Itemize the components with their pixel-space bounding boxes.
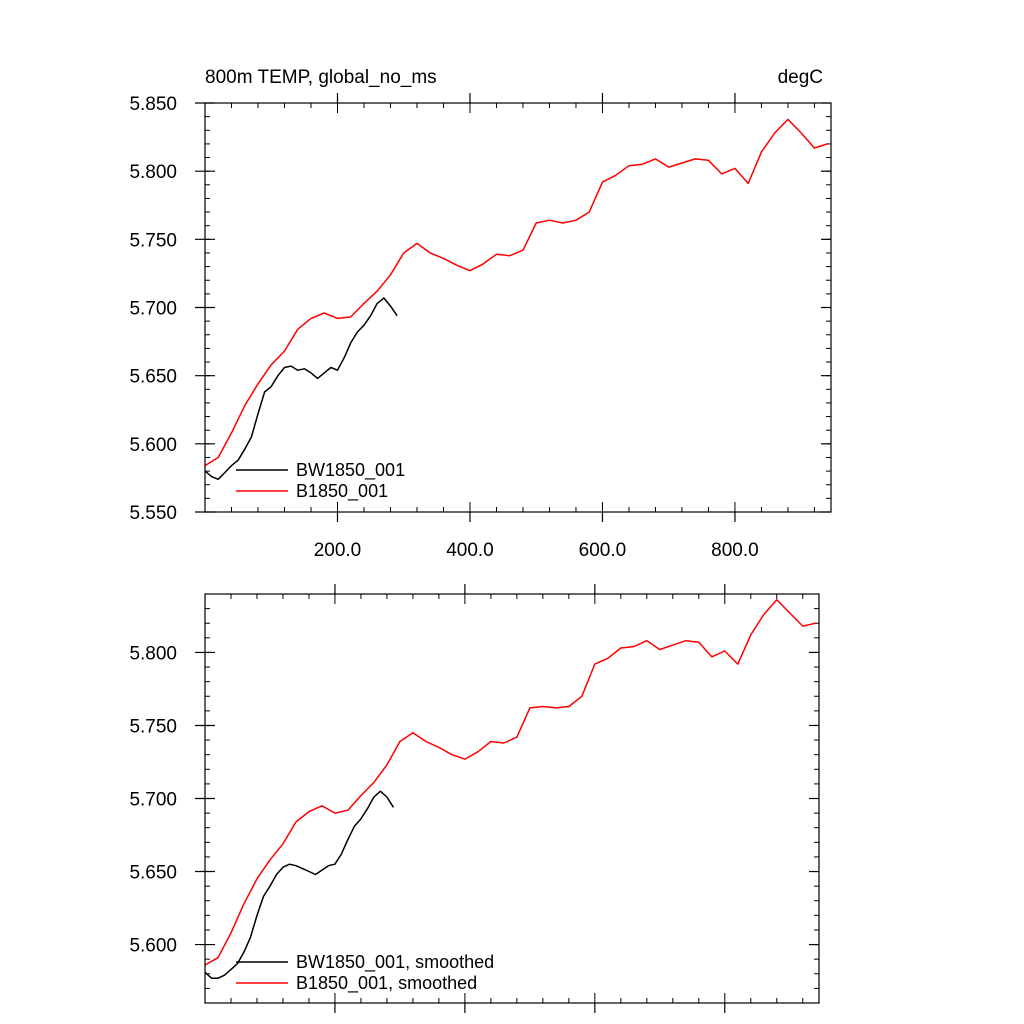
x-tick-label: 400.0	[446, 540, 494, 561]
legend-label-b-smoothed: B1850_001, smoothed	[296, 973, 477, 994]
y-tick-label: 5.800	[129, 643, 177, 664]
top-panel-frame	[204, 102, 832, 513]
y-tick-label: 5.650	[129, 863, 177, 884]
y-tick-label: 5.850	[129, 94, 177, 115]
y-tick-label: 5.650	[129, 367, 177, 388]
series-line-b1850	[204, 118, 828, 467]
series-line-b1850	[204, 599, 816, 966]
bottom-panel-frame	[204, 593, 820, 1004]
x-tick-label: 800.0	[711, 540, 759, 561]
y-tick-label: 5.700	[129, 790, 177, 811]
x-tick-label: 200.0	[314, 540, 362, 561]
y-tick-label: 5.700	[129, 299, 177, 320]
bottom-panel: 5.600 5.650 5.700 5.750 5.800 BW1850_001, sm…	[129, 584, 820, 1013]
top-panel-lines	[204, 118, 828, 481]
y-tick-label: 5.750	[129, 230, 177, 251]
legend-label-bw-smoothed: BW1850_001, smoothed	[296, 952, 494, 973]
bottom-panel-ticks: 5.600 5.650 5.700 5.750 5.800	[129, 584, 819, 1013]
top-panel-units: degC	[778, 67, 823, 88]
bottom-panel-legend: BW1850_001, smoothed B1850_001, smoothed	[236, 952, 494, 994]
top-panel-ticks: 5.550 5.600 5.650 5.700 5.750 5.800 5.850 200.0…	[129, 93, 831, 561]
legend-label-b: B1850_001	[296, 481, 388, 502]
y-tick-label: 5.550	[129, 503, 177, 524]
series-line-bw1850	[204, 297, 398, 481]
x-tick-label: 600.0	[579, 540, 627, 561]
y-tick-label: 5.800	[129, 162, 177, 183]
y-tick-label: 5.600	[129, 936, 177, 957]
top-panel-legend: BW1850_001 B1850_001	[236, 460, 405, 502]
series-line-bw1850	[204, 790, 395, 979]
y-tick-label: 5.750	[129, 716, 177, 737]
bottom-panel-lines	[204, 599, 816, 979]
top-panel-title: 800m TEMP, global_no_ms	[205, 67, 437, 88]
legend-label-bw: BW1850_001	[296, 460, 405, 481]
y-tick-label: 5.600	[129, 435, 177, 456]
top-panel: 800m TEMP, global_no_ms degC 5.5505.6005…	[129, 67, 832, 561]
